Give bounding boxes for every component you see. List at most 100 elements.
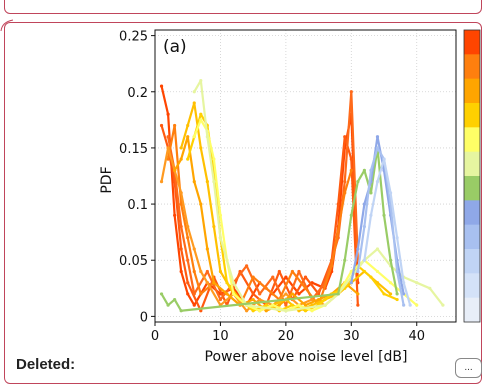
colorbar-segment [464,54,480,80]
data-point [388,191,393,195]
data-point [231,292,236,296]
previous-comment-box [4,0,482,14]
data-point [186,281,190,285]
data-point [166,157,170,161]
x-tick-label: 0 [151,329,159,344]
data-point [343,191,347,195]
data-point [225,292,229,296]
data-point [369,168,373,172]
data-point [251,275,255,279]
data-point [316,297,321,302]
data-point [362,258,366,262]
more-options-button[interactable]: ... [455,358,482,378]
data-point [173,213,177,217]
colorbar-segment [464,249,480,274]
panel-label: (a) [163,37,187,57]
data-point [303,286,308,290]
x-tick-label: 30 [343,329,360,344]
data-point [375,247,380,251]
pdf-chart: 0 10 20 30 40 0 0.05 0.1 0.15 0.2 0.25 (a) Power a… [99,29,481,365]
plot-frame [154,29,457,323]
data-point [343,258,347,262]
colorbar-border [463,29,481,323]
colorbar-segment [464,151,480,177]
data-point [186,258,190,262]
data-point [186,292,190,296]
data-point [212,281,216,285]
data-point [402,292,406,296]
x-axis-title: Power above noise level [dB] [205,349,408,365]
data-point [303,275,308,279]
data-point [159,84,164,88]
data-point [212,180,216,184]
y-tick-label: 0.05 [119,254,148,269]
data-point [186,135,190,139]
data-point [336,292,340,296]
data-point [179,157,183,161]
y-tick-label: 0.1 [127,198,148,213]
data-point [356,269,360,274]
data-point [290,303,295,307]
data-point [356,247,360,251]
data-point [199,292,203,296]
data-point [199,118,203,122]
data-point [173,297,177,302]
data-point [179,247,183,251]
data-point [199,112,203,116]
data-point [199,146,203,150]
data-point [192,247,196,251]
colorbar-segment [464,297,480,323]
data-point [225,281,229,285]
comment-connector [0,19,14,32]
data-point [362,224,366,229]
data-point [382,292,386,296]
data-point [284,309,288,313]
data-point [199,309,203,313]
axis-ticks: 0 10 20 30 40 0 0.05 0.1 0.15 0.2 0.25 [119,30,425,344]
data-point [395,269,399,274]
colorbar-segment [464,200,480,226]
data-point [271,303,275,307]
data-point [290,292,295,296]
data-point [258,309,262,313]
data-point [402,281,406,285]
data-point [369,275,373,279]
data-point [356,180,360,184]
data-point [297,292,301,296]
data-point [388,292,393,296]
data-point [173,123,177,128]
data-point [349,269,353,274]
data-point [179,224,183,229]
data-point [395,297,399,302]
series-line [356,146,405,306]
data-point [310,309,314,313]
series-lines [159,78,445,313]
data-point [382,213,386,217]
data-point [179,269,183,274]
data-point [303,303,308,307]
data-point [297,269,301,274]
data-point [159,180,164,184]
data-point [205,269,209,274]
data-point [428,286,432,290]
data-point [408,303,412,307]
data-point [356,303,360,307]
data-point [336,202,340,206]
data-point [349,168,353,172]
data-point [199,78,203,83]
data-point [192,90,196,94]
data-point [264,286,268,290]
series-line [193,79,444,312]
data-point [349,213,353,217]
data-point [186,236,190,240]
colorbar-segment [464,273,480,299]
data-point [277,303,281,307]
data-point [375,180,380,184]
data-point [258,297,262,302]
data-point [192,180,196,184]
data-point [264,303,268,307]
y-tick-label: 0.2 [127,86,148,101]
data-point [284,292,288,296]
data-point [303,309,308,313]
data-point [395,236,399,240]
